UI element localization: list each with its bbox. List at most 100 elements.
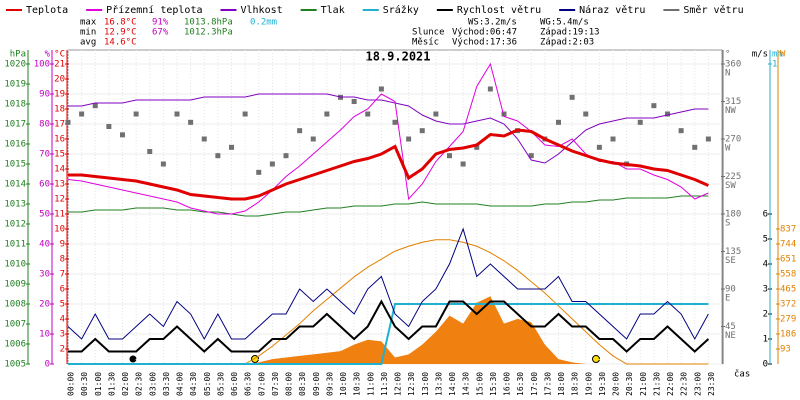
tick-label: 0	[45, 360, 50, 370]
tick-label: 1007	[4, 320, 26, 330]
x-tick-label: 23:00	[693, 372, 702, 396]
direction-point	[188, 119, 194, 125]
direction-point	[269, 161, 275, 167]
tick-label: 4	[60, 315, 65, 325]
x-tick-label: 18:00	[557, 372, 566, 396]
direction-point	[256, 169, 262, 175]
x-tick-label: 21:30	[652, 372, 661, 396]
direction-point	[474, 144, 480, 150]
stat-value: 14.6°C	[104, 38, 137, 48]
tick-label: 1008	[4, 300, 26, 310]
x-tick-label: 01:30	[107, 372, 116, 396]
axis-unit: hPa	[10, 50, 26, 60]
series-line	[68, 128, 709, 201]
tick-label: 5	[763, 235, 768, 245]
x-tick-label: 12:30	[407, 372, 416, 396]
tick-label: 1018	[4, 100, 26, 110]
info-value: Slunce	[412, 28, 445, 38]
stat-value: 1013.8hPa	[184, 18, 233, 28]
x-tick-label: 02:30	[135, 372, 144, 396]
x-tick-label: 13:30	[434, 372, 443, 396]
x-tick-label: 18:30	[571, 372, 580, 396]
direction-point	[460, 161, 466, 167]
solar-area	[68, 296, 709, 364]
tick-label: 1014	[4, 180, 26, 190]
tick-label: 9	[60, 240, 65, 250]
info-value: Východ:17:36	[452, 38, 517, 48]
tick-label: 1016	[4, 140, 26, 150]
x-tick-label: 16:30	[516, 372, 525, 396]
tick-label: 1013	[4, 200, 26, 210]
chart-title: 18.9.2021	[365, 50, 430, 64]
tick-label: 19	[54, 90, 65, 100]
tick-label: 1006	[4, 340, 26, 350]
direction-point	[433, 111, 439, 117]
axis-unit: mm	[772, 50, 783, 60]
tick-label: NW	[725, 106, 736, 116]
tick-label: 0	[763, 360, 768, 370]
x-tick-label: 00:00	[67, 372, 76, 396]
x-tick-label: 19:30	[598, 372, 607, 396]
x-tick-label: 12:00	[394, 372, 403, 396]
x-tick-label: 10:00	[339, 372, 348, 396]
direction-point	[365, 111, 371, 117]
direction-point	[610, 136, 616, 142]
tick-label: 3	[60, 330, 65, 340]
x-tick-label: 06:00	[230, 372, 239, 396]
tick-label: 4	[763, 260, 768, 270]
tick-label: 90	[39, 90, 50, 100]
tick-label: 270	[725, 135, 741, 145]
tick-label: 1015	[4, 160, 26, 170]
direction-point	[283, 153, 289, 159]
x-tick-label: 07:30	[271, 372, 280, 396]
direction-point	[297, 128, 303, 134]
x-tick-label: 17:00	[530, 372, 539, 396]
x-tick-label: 08:00	[285, 372, 294, 396]
direction-point	[229, 144, 234, 150]
x-axis-label: čas	[734, 369, 750, 380]
tick-label: 50	[39, 210, 50, 220]
tick-label: 90	[725, 285, 736, 295]
x-tick-label: 15:00	[475, 372, 484, 396]
direction-point	[79, 111, 85, 117]
x-tick-label: 17:30	[543, 372, 552, 396]
direction-point	[583, 111, 589, 117]
info-value: Východ:06:47	[452, 28, 517, 38]
tick-label: SW	[725, 181, 736, 191]
legend-label: Tlak	[321, 5, 345, 16]
tick-label: 465	[780, 285, 796, 295]
direction-point	[215, 153, 221, 159]
direction-point	[419, 128, 425, 134]
legend-label: Vlhkost	[240, 5, 282, 16]
tick-label: 360	[725, 60, 741, 70]
tick-label: 60	[39, 180, 50, 190]
x-tick-label: 09:30	[325, 372, 334, 396]
tick-label: 100	[34, 60, 50, 70]
x-tick-label: 08:30	[298, 372, 307, 396]
x-tick-label: 04:30	[189, 372, 198, 396]
x-tick-label: 20:00	[612, 372, 621, 396]
x-tick-label: 00:30	[80, 372, 89, 396]
tick-label: 1009	[4, 280, 26, 290]
x-tick-label: 15:30	[489, 372, 498, 396]
info-value: Západ:19:13	[540, 28, 600, 38]
tick-label: 40	[39, 240, 50, 250]
tick-label: 558	[780, 270, 796, 280]
tick-label: 3	[763, 285, 768, 295]
tick-label: E	[725, 294, 730, 304]
x-tick-label: 13:00	[421, 372, 430, 396]
tick-label: 6	[763, 210, 768, 220]
tick-label: 225	[725, 172, 741, 182]
series-line	[67, 227, 709, 341]
direction-point	[406, 136, 412, 142]
tick-label: 70	[39, 150, 50, 160]
direction-point	[528, 153, 534, 159]
direction-point	[174, 111, 180, 117]
direction-point	[501, 111, 507, 117]
direction-point	[147, 149, 153, 154]
stat-value: max	[80, 18, 97, 28]
tick-label: 17	[54, 120, 65, 130]
tick-label: 1012	[4, 220, 26, 230]
x-tick-label: 11:00	[366, 372, 375, 396]
